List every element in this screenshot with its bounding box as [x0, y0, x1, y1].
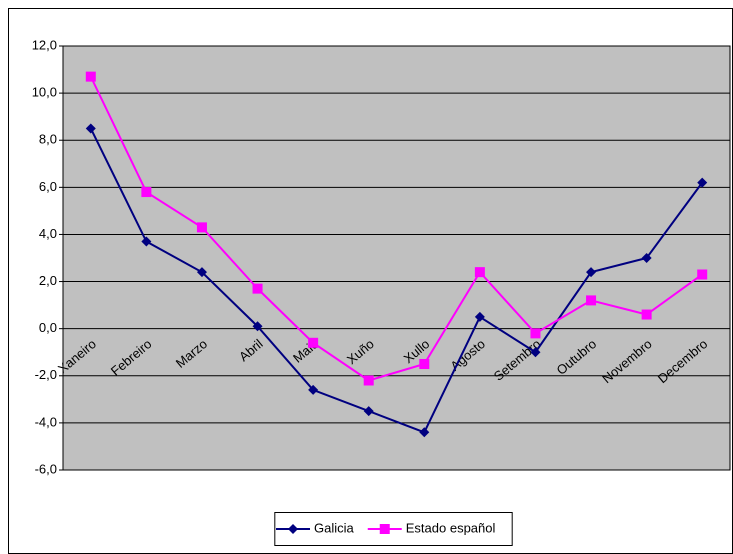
legend: Galicia Estado español	[274, 512, 513, 546]
data-point	[419, 359, 430, 369]
data-point	[474, 311, 485, 322]
data-point	[308, 337, 319, 348]
y-tick-label: 6,0	[39, 179, 57, 194]
data-point	[85, 123, 96, 134]
legend-marker	[288, 524, 298, 534]
data-point	[141, 187, 152, 198]
data-point	[85, 71, 96, 82]
series-line	[89, 128, 704, 434]
data-point	[697, 177, 708, 188]
data-point	[641, 253, 652, 263]
data-point	[363, 375, 374, 386]
y-tick-label: -4,0	[35, 414, 57, 429]
y-tick-label: 4,0	[39, 226, 57, 241]
plot-border	[62, 45, 731, 471]
data-point	[530, 347, 541, 358]
data-point	[308, 384, 319, 395]
data-point	[141, 236, 152, 247]
data-point	[530, 328, 541, 339]
data-point	[586, 267, 597, 278]
y-tick-label: 0,0	[39, 320, 57, 335]
y-tick-label: 10,0	[32, 85, 57, 100]
data-point	[196, 267, 207, 278]
data-point	[252, 321, 263, 332]
y-tick-label: 12,0	[32, 37, 57, 52]
data-point	[697, 269, 708, 280]
plot-background	[63, 46, 730, 470]
series-line	[89, 76, 703, 382]
data-point	[419, 427, 430, 438]
data-point	[586, 295, 597, 306]
data-point	[641, 309, 652, 320]
y-tick-label: 8,0	[39, 132, 57, 147]
y-tick-label: 2,0	[39, 273, 57, 288]
y-tick-label: -6,0	[35, 461, 57, 476]
legend-marker	[379, 524, 390, 534]
y-tick-label: -2,0	[35, 367, 57, 382]
data-point	[474, 267, 485, 278]
data-point	[196, 222, 207, 233]
legend-label: Estado español	[406, 520, 496, 535]
data-point	[252, 283, 263, 294]
data-point	[363, 406, 374, 417]
legend-label: Galicia	[314, 520, 355, 535]
